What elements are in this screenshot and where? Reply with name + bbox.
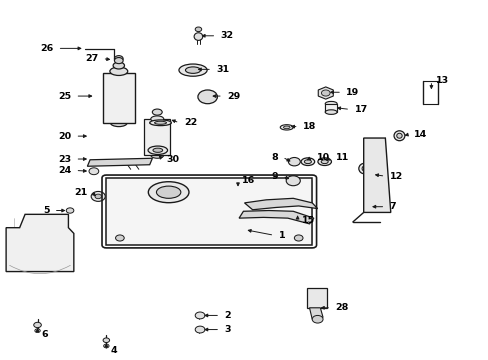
Text: 4: 4 [110, 346, 117, 355]
Ellipse shape [304, 160, 311, 163]
Circle shape [195, 312, 204, 319]
Text: 7: 7 [389, 202, 395, 211]
Ellipse shape [321, 160, 327, 163]
Ellipse shape [148, 146, 167, 154]
Ellipse shape [325, 102, 336, 106]
Text: 8: 8 [271, 153, 278, 162]
Ellipse shape [179, 64, 207, 76]
Circle shape [288, 157, 300, 166]
Polygon shape [239, 211, 313, 224]
Ellipse shape [301, 158, 314, 166]
Circle shape [195, 326, 204, 333]
Ellipse shape [393, 131, 404, 141]
Text: 22: 22 [183, 118, 197, 127]
Circle shape [91, 192, 105, 201]
Polygon shape [87, 158, 152, 166]
Bar [306, 288, 327, 308]
Text: 5: 5 [43, 206, 49, 215]
Text: 14: 14 [413, 130, 427, 139]
Text: 25: 25 [58, 91, 71, 100]
Ellipse shape [185, 67, 200, 73]
Text: 20: 20 [58, 132, 71, 141]
Text: 29: 29 [227, 91, 240, 100]
Ellipse shape [150, 116, 163, 122]
Text: 28: 28 [335, 303, 348, 312]
Text: 21: 21 [74, 188, 87, 197]
Ellipse shape [358, 163, 370, 174]
Text: 19: 19 [346, 88, 359, 97]
Text: 9: 9 [271, 172, 278, 181]
Circle shape [66, 208, 74, 213]
Circle shape [195, 27, 201, 32]
Circle shape [114, 58, 123, 64]
Bar [144, 119, 170, 155]
Ellipse shape [153, 148, 163, 152]
Text: 17: 17 [354, 105, 367, 114]
Text: 15: 15 [301, 216, 314, 225]
Circle shape [35, 329, 40, 333]
Circle shape [311, 315, 323, 323]
Text: 13: 13 [435, 76, 448, 85]
Text: 23: 23 [58, 154, 71, 163]
Circle shape [321, 90, 329, 96]
Bar [325, 104, 336, 112]
Text: 18: 18 [303, 122, 316, 131]
Circle shape [114, 56, 123, 62]
Ellipse shape [325, 110, 336, 114]
Text: 31: 31 [216, 65, 229, 74]
Text: 32: 32 [220, 31, 233, 40]
Polygon shape [106, 178, 311, 245]
Circle shape [103, 344, 109, 348]
Text: 2: 2 [224, 311, 231, 320]
Ellipse shape [396, 133, 401, 138]
Circle shape [34, 322, 41, 328]
Text: 30: 30 [166, 154, 179, 163]
Text: 12: 12 [389, 172, 402, 181]
Text: 6: 6 [42, 330, 48, 339]
Text: 24: 24 [58, 166, 71, 175]
Ellipse shape [371, 166, 376, 171]
Polygon shape [6, 214, 74, 271]
Polygon shape [244, 198, 317, 210]
Polygon shape [309, 308, 323, 319]
Ellipse shape [113, 62, 124, 69]
Text: 10: 10 [316, 153, 329, 162]
Ellipse shape [194, 33, 203, 40]
Circle shape [285, 176, 300, 186]
Text: 16: 16 [242, 176, 255, 185]
Ellipse shape [283, 126, 289, 129]
Circle shape [89, 168, 99, 175]
Ellipse shape [368, 163, 380, 174]
Ellipse shape [280, 125, 293, 130]
Ellipse shape [317, 158, 331, 166]
Ellipse shape [361, 166, 367, 171]
Polygon shape [363, 138, 390, 212]
Ellipse shape [149, 120, 171, 126]
Bar [102, 73, 135, 123]
Circle shape [95, 194, 101, 199]
Ellipse shape [156, 186, 181, 198]
Text: 11: 11 [335, 153, 348, 162]
Ellipse shape [148, 182, 188, 203]
Circle shape [294, 235, 303, 241]
Ellipse shape [110, 119, 127, 127]
Circle shape [103, 338, 109, 342]
Text: 27: 27 [85, 54, 98, 63]
Ellipse shape [152, 109, 162, 115]
Ellipse shape [110, 67, 127, 76]
Text: 26: 26 [40, 44, 53, 53]
Circle shape [115, 235, 124, 241]
Text: 1: 1 [278, 231, 285, 240]
Text: 3: 3 [224, 325, 230, 334]
Ellipse shape [150, 152, 163, 158]
Circle shape [198, 90, 217, 104]
Ellipse shape [154, 121, 166, 124]
